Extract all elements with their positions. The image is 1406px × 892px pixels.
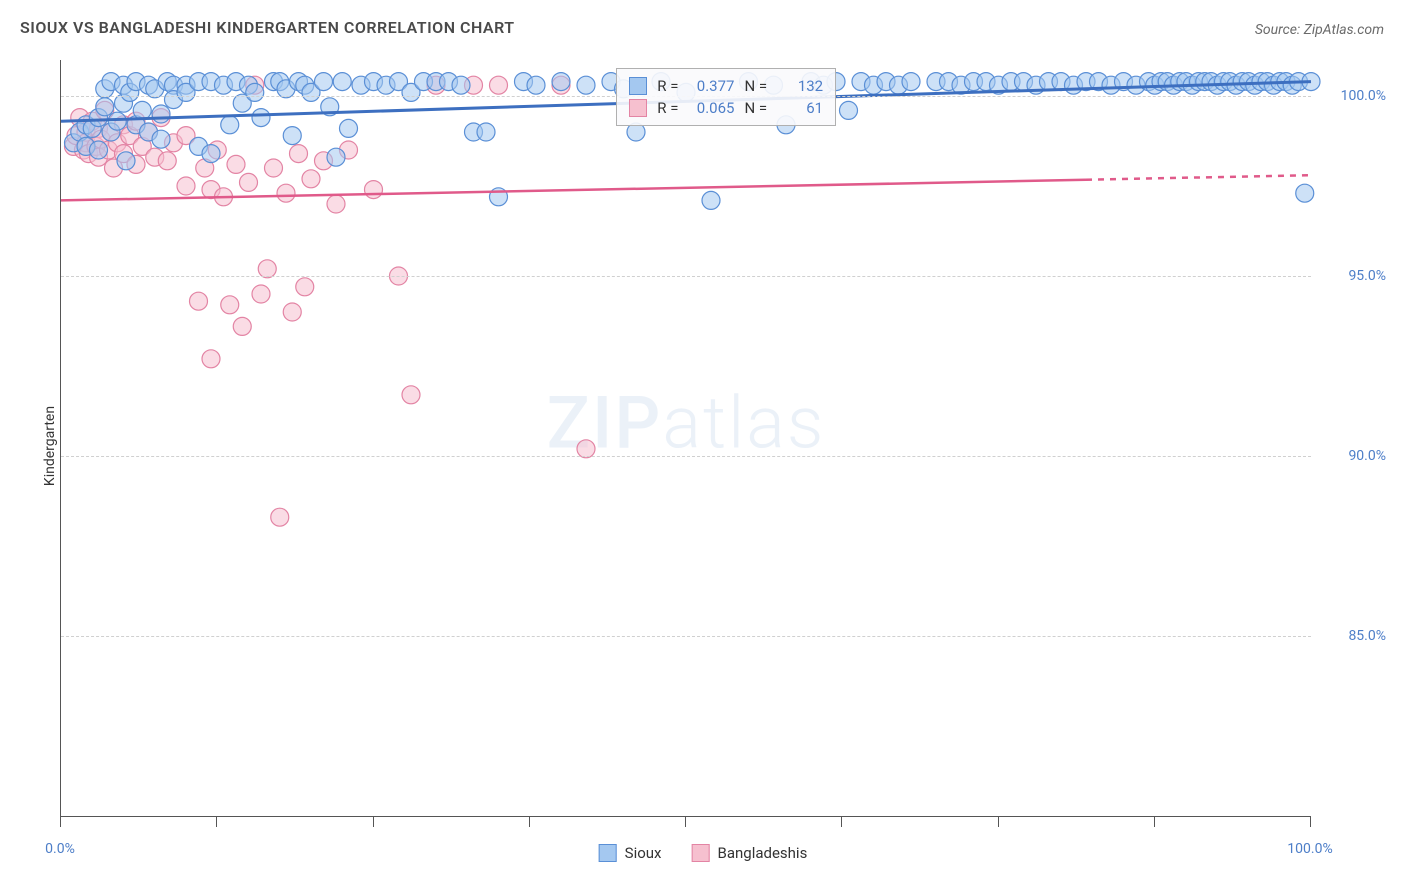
x-tick (998, 817, 999, 827)
stats-value-r: 0.065 (688, 99, 734, 117)
legend-item-bangladeshis: Bangladeshis (692, 844, 808, 862)
trend-line-extrapolated (1086, 175, 1311, 180)
x-tick (685, 817, 686, 827)
data-point (202, 350, 220, 368)
data-point (152, 130, 170, 148)
data-point (177, 177, 195, 195)
stats-label: N = (744, 99, 767, 117)
data-point (227, 155, 245, 173)
legend: Sioux Bangladeshis (599, 844, 808, 862)
stats-row: R = 0.065 N = 61 (629, 97, 823, 119)
data-point (158, 152, 176, 170)
data-point (327, 148, 345, 166)
data-point (240, 173, 258, 191)
data-point (452, 76, 470, 94)
data-point (840, 101, 858, 119)
plot-area: ZIPatlas (60, 60, 1311, 817)
source-attribution: Source: ZipAtlas.com (1255, 22, 1384, 38)
data-point (302, 170, 320, 188)
stats-value-n: 132 (777, 77, 823, 95)
stats-row: R = 0.377 N = 132 (629, 75, 823, 97)
stats-value-n: 61 (777, 99, 823, 117)
data-point (577, 76, 595, 94)
stats-swatch (629, 77, 647, 95)
data-point (902, 73, 920, 91)
data-point (490, 76, 508, 94)
gridline (61, 276, 1311, 277)
stats-label: N = (744, 77, 767, 95)
data-point (117, 152, 135, 170)
legend-swatch-bangladeshis (692, 844, 710, 862)
x-tick (60, 817, 61, 827)
data-point (340, 119, 358, 137)
data-point (133, 101, 151, 119)
data-point (252, 109, 270, 127)
data-point (327, 195, 345, 213)
x-tick (216, 817, 217, 827)
stats-box: R = 0.377 N = 132 R = 0.065 N = 61 (616, 68, 836, 126)
data-point (702, 191, 720, 209)
x-tick (841, 817, 842, 827)
stats-swatch (629, 99, 647, 117)
data-point (108, 112, 126, 130)
data-point (527, 76, 545, 94)
data-point (265, 159, 283, 177)
chart-title: SIOUX VS BANGLADESHI KINDERGARTEN CORREL… (20, 18, 515, 37)
x-tick (1310, 817, 1311, 827)
x-tick (1154, 817, 1155, 827)
x-tick-label: 100.0% (1287, 841, 1332, 857)
data-point (90, 141, 108, 159)
y-axis-label: Kindergarten (42, 406, 58, 486)
data-point (283, 303, 301, 321)
data-point (202, 145, 220, 163)
data-point (277, 184, 295, 202)
legend-swatch-sioux (599, 844, 617, 862)
data-point (1296, 184, 1314, 202)
data-point (246, 83, 264, 101)
gridline (61, 456, 1311, 457)
data-point (296, 278, 314, 296)
data-point (333, 73, 351, 91)
data-point (152, 105, 170, 123)
legend-item-sioux: Sioux (599, 844, 662, 862)
x-tick (529, 817, 530, 827)
data-point (365, 181, 383, 199)
data-point (233, 317, 251, 335)
y-tick-label: 85.0% (1348, 628, 1386, 644)
data-point (221, 296, 239, 314)
stats-value-r: 0.377 (688, 77, 734, 95)
data-point (190, 292, 208, 310)
x-tick-label: 0.0% (45, 841, 75, 857)
data-point (283, 127, 301, 145)
y-tick-label: 90.0% (1348, 448, 1386, 464)
data-point (315, 73, 333, 91)
data-point (477, 123, 495, 141)
stats-label: R = (657, 77, 678, 95)
data-point (96, 98, 114, 116)
data-point (552, 73, 570, 91)
legend-label: Bangladeshis (718, 844, 808, 862)
legend-label: Sioux (625, 844, 662, 862)
chart-container: SIOUX VS BANGLADESHI KINDERGARTEN CORREL… (0, 0, 1406, 892)
scatter-svg (61, 60, 1311, 816)
data-point (271, 508, 289, 526)
data-point (252, 285, 270, 303)
gridline (61, 636, 1311, 637)
y-tick-label: 100.0% (1341, 88, 1386, 104)
stats-label: R = (657, 99, 678, 117)
data-point (221, 116, 239, 134)
data-point (402, 386, 420, 404)
y-tick-label: 95.0% (1348, 268, 1386, 284)
x-tick (373, 817, 374, 827)
data-point (290, 145, 308, 163)
